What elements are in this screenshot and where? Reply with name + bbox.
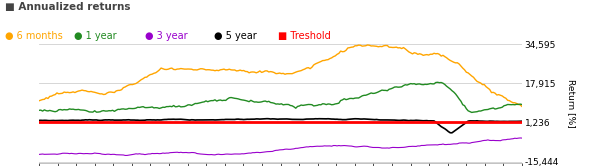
Text: ● 6 months: ● 6 months <box>5 31 63 41</box>
Text: ● 3 year: ● 3 year <box>145 31 188 41</box>
Text: ● 5 year: ● 5 year <box>214 31 257 41</box>
Text: ■ Annualized returns: ■ Annualized returns <box>5 2 131 12</box>
Text: ■ Treshold: ■ Treshold <box>278 31 331 41</box>
Y-axis label: Return [%]: Return [%] <box>567 79 576 127</box>
Text: ● 1 year: ● 1 year <box>74 31 116 41</box>
